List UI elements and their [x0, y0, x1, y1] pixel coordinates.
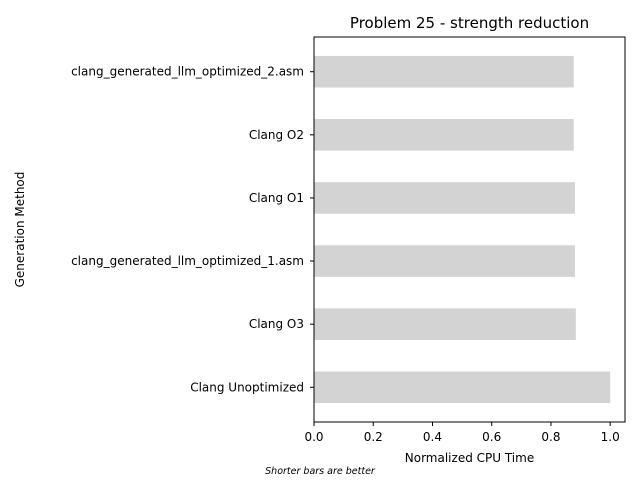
y-tick-label: clang_generated_llm_optimized_2.asm	[71, 65, 304, 79]
bar	[314, 55, 574, 88]
y-axis-label: Generation Method	[13, 172, 27, 288]
footnote: Shorter bars are better	[265, 466, 376, 477]
y-tick-label: Clang O1	[249, 191, 304, 205]
x-tick-label: 0.8	[541, 430, 560, 444]
x-tick-label: 0.0	[304, 430, 323, 444]
x-tick-label: 0.6	[482, 430, 501, 444]
x-tick-label: 1.0	[601, 430, 620, 444]
y-axis-ticks: Clang Unoptimized Clang O3 clang_generated…	[71, 65, 314, 394]
bar	[314, 245, 575, 277]
bar	[314, 308, 576, 340]
x-tick-label: 0.4	[423, 430, 442, 444]
y-tick-label: Clang O3	[249, 317, 304, 331]
y-tick-label: Clang O2	[249, 128, 304, 142]
bars	[314, 55, 611, 404]
chart-title: Problem 25 - strength reduction	[350, 14, 589, 32]
bar	[314, 371, 611, 404]
bar	[314, 119, 574, 151]
x-axis-ticks: 0.0 0.2 0.4 0.6 0.8 1.0	[304, 422, 620, 444]
x-axis-label: Normalized CPU Time	[405, 451, 534, 465]
x-tick-label: 0.2	[364, 430, 383, 444]
plot-frame	[313, 36, 626, 423]
bar	[314, 182, 575, 214]
y-tick-label: Clang Unoptimized	[190, 380, 304, 394]
y-tick-label: clang_generated_llm_optimized_1.asm	[71, 254, 304, 268]
